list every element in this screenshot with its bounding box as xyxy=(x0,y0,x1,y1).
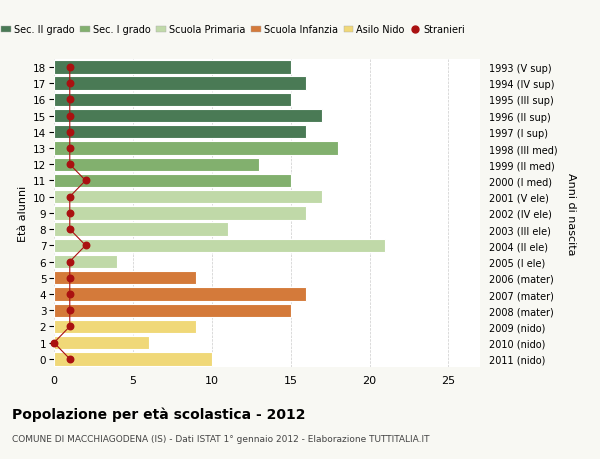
Point xyxy=(65,129,74,136)
Bar xyxy=(54,94,290,107)
Bar xyxy=(54,207,307,220)
Bar xyxy=(54,61,290,74)
Bar xyxy=(54,223,227,236)
Point xyxy=(65,80,74,88)
Bar xyxy=(54,239,385,252)
Bar xyxy=(54,288,307,301)
Bar xyxy=(54,304,290,317)
Bar xyxy=(54,255,117,269)
Bar xyxy=(54,174,290,188)
Y-axis label: Età alunni: Età alunni xyxy=(17,185,28,241)
Bar xyxy=(54,320,196,333)
Point xyxy=(65,258,74,266)
Text: COMUNE DI MACCHIAGODENA (IS) - Dati ISTAT 1° gennaio 2012 - Elaborazione TUTTITA: COMUNE DI MACCHIAGODENA (IS) - Dati ISTA… xyxy=(12,434,430,443)
Point xyxy=(65,274,74,282)
Point xyxy=(65,145,74,152)
Point xyxy=(65,161,74,168)
Point xyxy=(65,307,74,314)
Point xyxy=(81,177,91,185)
Bar xyxy=(54,77,307,90)
Bar xyxy=(54,272,196,285)
Bar xyxy=(54,336,149,350)
Text: Popolazione per età scolastica - 2012: Popolazione per età scolastica - 2012 xyxy=(12,406,305,421)
Bar xyxy=(54,353,212,366)
Point xyxy=(65,210,74,217)
Point xyxy=(65,291,74,298)
Legend: Sec. II grado, Sec. I grado, Scuola Primaria, Scuola Infanzia, Asilo Nido, Stran: Sec. II grado, Sec. I grado, Scuola Prim… xyxy=(0,22,469,39)
Point xyxy=(65,323,74,330)
Bar xyxy=(54,142,338,155)
Point xyxy=(65,96,74,104)
Point xyxy=(65,112,74,120)
Bar xyxy=(54,158,259,172)
Point xyxy=(65,355,74,363)
Bar xyxy=(54,126,307,139)
Point xyxy=(49,339,59,347)
Point xyxy=(65,64,74,72)
Point xyxy=(65,226,74,233)
Point xyxy=(65,194,74,201)
Y-axis label: Anni di nascita: Anni di nascita xyxy=(566,172,576,255)
Bar xyxy=(54,110,322,123)
Bar xyxy=(54,190,322,204)
Point xyxy=(81,242,91,250)
